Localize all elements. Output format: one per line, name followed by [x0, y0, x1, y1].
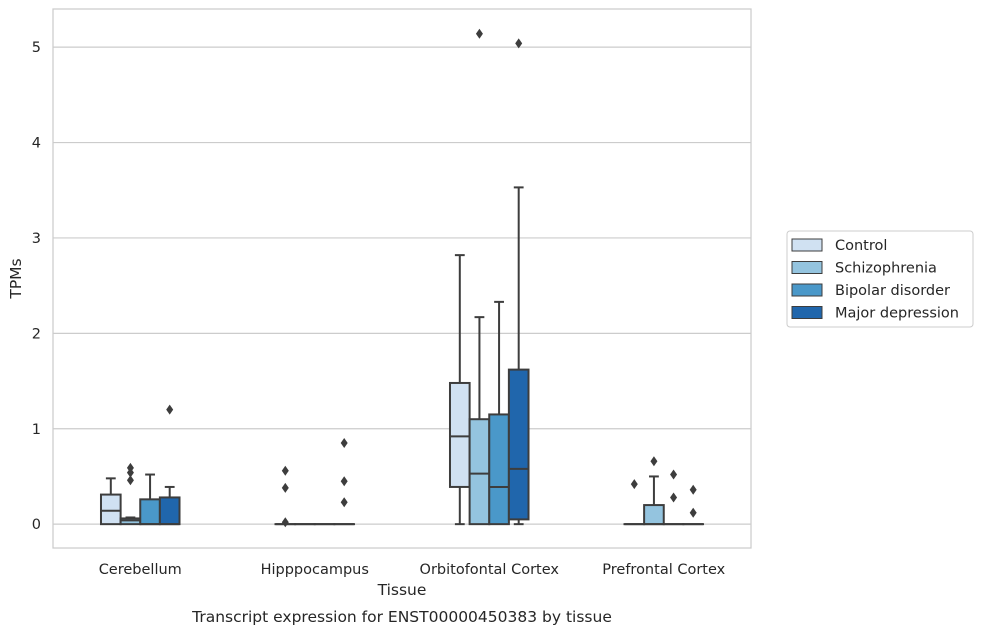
legend-swatch — [791, 261, 823, 274]
box-group — [488, 300, 510, 526]
box — [643, 504, 665, 526]
y-tick-label: 3 — [32, 231, 41, 247]
outlier-point — [630, 479, 638, 490]
box-group — [139, 473, 161, 526]
box — [139, 498, 161, 526]
outlier-point — [340, 497, 348, 508]
box-group — [99, 477, 122, 526]
legend: Control Schizophrenia Bipolar disorder Majo… — [786, 230, 974, 328]
x-tick-label: Orbitofontal Cortex — [420, 562, 560, 578]
outlier-point — [126, 475, 134, 486]
box-group — [448, 254, 471, 526]
box-group — [274, 465, 297, 528]
box — [99, 493, 122, 526]
y-tick-label: 0 — [32, 517, 41, 533]
legend-swatch — [791, 306, 823, 319]
legend-label: Bipolar disorder — [835, 283, 950, 299]
outlier-point — [281, 517, 289, 528]
box-group — [682, 484, 705, 526]
legend-frame — [786, 230, 974, 328]
outlier-point — [670, 469, 678, 480]
outlier-point — [340, 438, 348, 449]
chart-caption: Transcript expression for ENST0000045038… — [191, 608, 612, 626]
legend-label: Control — [835, 238, 887, 254]
box — [507, 368, 530, 521]
legend-swatch — [791, 238, 823, 252]
outlier-point — [281, 465, 289, 476]
x-tick-label: Hipppocampus — [261, 562, 369, 578]
legend-label: Schizophrenia — [835, 261, 937, 277]
box-group — [662, 469, 685, 526]
x-axis-label: Tissue — [377, 581, 427, 599]
x-tick-label: Cerebellum — [99, 562, 182, 578]
y-tick-label: 2 — [32, 326, 41, 342]
outlier-point — [281, 482, 289, 493]
grid-lines — [53, 46, 751, 525]
box — [448, 381, 471, 488]
box-group — [643, 456, 665, 526]
outlier-point — [515, 38, 523, 49]
box-group — [507, 38, 530, 526]
y-axis-label: TPMs — [7, 258, 25, 299]
box-group — [468, 28, 491, 526]
legend-swatch — [791, 283, 823, 297]
outlier-point — [475, 28, 483, 39]
box-group — [623, 479, 646, 526]
box-group — [119, 462, 142, 526]
x-axis-ticks: Cerebellum Hipppocampus Orbitofontal Corte… — [99, 562, 726, 578]
box-plot-marks — [99, 28, 705, 528]
box — [488, 413, 510, 526]
box-group — [333, 438, 356, 526]
box — [158, 496, 181, 526]
outlier-point — [126, 467, 134, 478]
legend-label: Major depression — [835, 306, 959, 322]
outlier-point — [689, 484, 697, 495]
outlier-point — [166, 404, 174, 415]
outlier-point — [689, 507, 697, 518]
outlier-point — [650, 456, 658, 467]
y-tick-label: 1 — [32, 422, 41, 438]
plot-frame — [52, 8, 752, 549]
outlier-point — [670, 492, 678, 503]
outlier-point — [340, 476, 348, 487]
y-tick-label: 4 — [32, 136, 41, 152]
box — [468, 418, 491, 526]
y-axis-ticks: 0 1 2 3 4 5 — [32, 40, 41, 533]
box-group — [158, 404, 181, 526]
x-tick-label: Prefrontal Cortex — [602, 562, 725, 578]
y-tick-label: 5 — [32, 40, 41, 56]
